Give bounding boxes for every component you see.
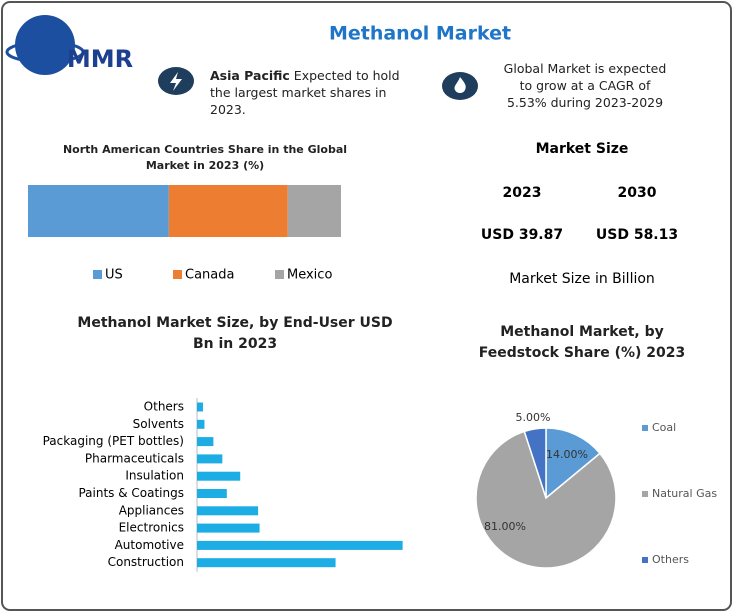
bar [197, 471, 241, 481]
logo-ring [5, 40, 85, 64]
category-label: Insulation [125, 469, 184, 483]
category-label: Others [144, 400, 184, 414]
flame-icon [454, 77, 466, 93]
category-label: Construction [108, 555, 184, 569]
legend-label: Canada [185, 268, 234, 283]
bar-segment [287, 185, 341, 237]
year: 2030 [618, 185, 657, 201]
legend-swatch [642, 491, 648, 497]
category-label: Paints & Coatings [78, 486, 184, 500]
category-label: Appliances [119, 503, 184, 517]
legend-swatch [93, 270, 102, 279]
data-label: 14.00% [546, 448, 588, 461]
highlight-text: Expected to hold the largest market shar… [210, 68, 400, 117]
chart-title: Methanol Market, by Feedstock Share (%) … [478, 324, 686, 361]
chart-title: North American Countries Share in the Gl… [62, 143, 348, 172]
highlight: Asia Pacific Expected to hold the larges… [210, 67, 420, 118]
category-label: Packaging (PET bottles) [43, 434, 184, 448]
bolt-icon [170, 72, 182, 91]
data-label: 81.00% [484, 520, 526, 533]
market-note: Market Size in Billion [509, 271, 655, 287]
legend-swatch [642, 557, 648, 563]
legend-label: Mexico [287, 268, 332, 283]
market-size-title: Market Size [536, 141, 629, 157]
data-label: 5.00% [516, 411, 551, 424]
bar [197, 437, 214, 447]
bar [197, 523, 260, 533]
bar-segment [168, 185, 288, 237]
legend-swatch [173, 270, 182, 279]
bar [197, 454, 223, 464]
pie-slice [523, 427, 547, 499]
bar [197, 419, 205, 429]
market-value: USD 58.13 [596, 227, 678, 243]
chart-title: Methanol Market Size, by End-User USD Bn… [77, 315, 393, 352]
category-label: Pharmaceuticals [85, 451, 184, 465]
legend-label: US [105, 268, 123, 283]
pie-slice [545, 427, 601, 500]
bar [197, 506, 259, 516]
bar [197, 540, 403, 550]
category-label: Solvents [133, 417, 184, 431]
market-value: USD 39.87 [481, 227, 563, 243]
bar [197, 402, 203, 412]
logo-text: MMR [67, 45, 133, 73]
legend-label: Natural Gas [652, 487, 717, 500]
legend-label: Coal [652, 421, 676, 434]
bar-segment [28, 185, 169, 237]
highlight-bold: Asia Pacific [210, 68, 290, 83]
legend-label: Others [652, 553, 689, 566]
category-label: Automotive [115, 538, 184, 552]
page-title: Methanol Market [329, 23, 511, 45]
legend-swatch [275, 270, 284, 279]
bar [197, 558, 336, 568]
highlight: Global Market is expected to grow at a C… [503, 61, 667, 110]
bar [197, 489, 227, 498]
year: 2023 [503, 185, 542, 201]
legend-swatch [642, 425, 648, 431]
pie-slice [475, 430, 617, 569]
category-label: Electronics [119, 521, 184, 535]
